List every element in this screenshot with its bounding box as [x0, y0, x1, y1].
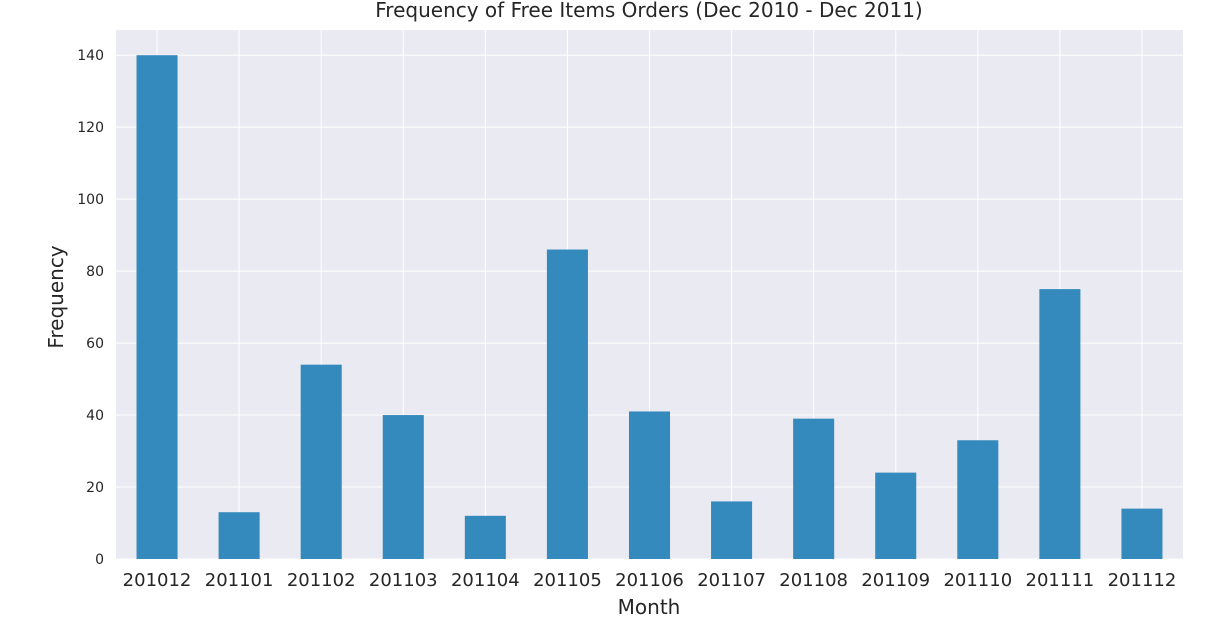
x-tick-label: 201109 — [861, 570, 930, 591]
x-tick-label: 201106 — [615, 570, 684, 591]
x-tick-label: 201102 — [287, 570, 356, 591]
x-axis-ticks: 201012 201101 201102 201103 201104 201105 2011… — [123, 570, 1177, 591]
y-tick-label: 80 — [86, 264, 104, 280]
x-tick-label: 201101 — [205, 570, 274, 591]
y-tick-label: 120 — [77, 120, 104, 136]
x-tick-label: 201012 — [123, 570, 192, 591]
chart-title: Frequency of Free Items Orders (Dec 2010… — [375, 0, 922, 22]
x-tick-label: 201107 — [697, 570, 766, 591]
bar-201108 — [793, 418, 835, 559]
y-tick-label: 40 — [86, 408, 104, 424]
bar-201107 — [711, 501, 753, 559]
bar-201102 — [300, 364, 342, 559]
y-tick-label: 140 — [77, 48, 104, 64]
x-axis-label: Month — [618, 595, 681, 619]
y-axis-ticks: 0 20 40 60 80 100 120 140 — [77, 48, 104, 568]
x-tick-label: 201103 — [369, 570, 438, 591]
bar-201101 — [218, 512, 260, 559]
bars — [136, 55, 1163, 559]
bar-201109 — [875, 472, 917, 559]
bar-201110 — [957, 440, 999, 559]
x-tick-label: 201111 — [1026, 570, 1095, 591]
x-tick-label: 201112 — [1108, 570, 1177, 591]
bar-201105 — [546, 249, 588, 559]
bar-201012 — [136, 55, 178, 559]
x-tick-label: 201105 — [533, 570, 602, 591]
x-tick-label: 201110 — [943, 570, 1012, 591]
y-tick-label: 60 — [86, 336, 104, 352]
y-tick-label: 0 — [95, 552, 104, 568]
x-tick-label: 201104 — [451, 570, 520, 591]
y-tick-label: 20 — [86, 480, 104, 496]
y-tick-label: 100 — [77, 192, 104, 208]
x-tick-label: 201108 — [779, 570, 848, 591]
bar-201112 — [1121, 508, 1163, 559]
y-axis-label: Frequency — [44, 245, 68, 348]
bar-201103 — [382, 415, 424, 559]
bar-201104 — [464, 515, 506, 559]
bar-201106 — [628, 411, 671, 559]
bar-201111 — [1039, 289, 1081, 559]
